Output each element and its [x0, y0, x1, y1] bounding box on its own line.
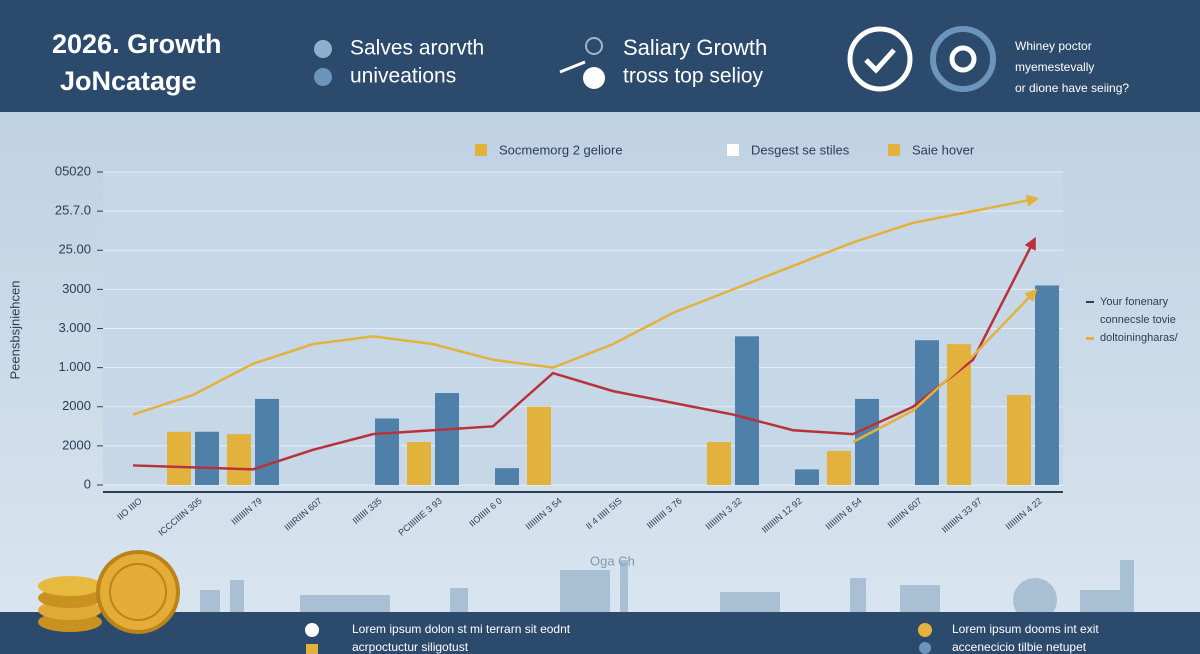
legend-label: Socmemorg 2 geliore [499, 142, 623, 157]
y-tick-label: 0 [84, 476, 91, 491]
header-note: Whiney poctor [1015, 39, 1092, 53]
y-tick-label: 1.000 [58, 359, 91, 374]
annotation: connecsle tovie [1100, 314, 1176, 326]
bar [375, 418, 399, 485]
y-axis-title: Peensbsjniehcen [7, 280, 22, 379]
bar [407, 441, 431, 485]
footer-band [0, 612, 1200, 654]
legend-swatch [888, 144, 900, 156]
bar [1007, 395, 1031, 485]
bullet [306, 644, 318, 654]
line [852, 288, 1038, 444]
dot-icon [314, 40, 332, 58]
legend-label: Desgest se stiles [751, 142, 850, 157]
legend-swatch [727, 144, 739, 156]
check-icon [847, 26, 913, 92]
y-tick-label: 25.7.0 [55, 203, 91, 218]
coins [38, 550, 180, 634]
header-item: univeations [350, 65, 456, 88]
y-tick-label: 3000 [62, 281, 91, 296]
annotation: Your fonenary [1100, 296, 1169, 308]
skyline [200, 560, 1134, 622]
bar [227, 434, 251, 485]
annotation: doltoiningharas/ [1100, 332, 1179, 344]
bullet [918, 623, 932, 637]
annotation-marker [1086, 301, 1094, 303]
header-item: Salves arorvth [350, 37, 484, 60]
footer-text: Lorem ipsum dooms int exit [952, 622, 1099, 636]
title: 2026. Growth [52, 29, 222, 59]
y-tick-label: 3.000 [58, 320, 91, 335]
bar [735, 336, 759, 485]
y-tick-label: 2000 [62, 398, 91, 413]
bar [167, 431, 191, 485]
footer-text: accenecicio tilbie netupet [952, 640, 1087, 654]
node-link [559, 60, 586, 74]
y-tick-label: 05020 [55, 163, 91, 178]
footer-text: acrpoctuctur siligotust [352, 640, 469, 654]
legend-label: Saie hover [912, 142, 975, 157]
bullet [305, 623, 319, 637]
annotation-marker [1086, 337, 1094, 340]
bar [855, 398, 879, 485]
bar [795, 469, 819, 485]
node-icon [585, 37, 603, 55]
bar [195, 431, 219, 485]
skyline-label: Oga Ch [590, 553, 635, 568]
y-tick-label: 25.00 [58, 242, 91, 257]
check-mark [864, 48, 896, 74]
footer-text: Lorem ipsum dolon st mi terrarn sit eodn… [352, 622, 571, 636]
dot-icon [314, 68, 332, 86]
title: JoNcatage [60, 66, 197, 96]
node-icon [583, 67, 605, 89]
y-tick-label: 2000 [62, 437, 91, 452]
bar [1035, 285, 1059, 485]
header-band [0, 0, 1200, 112]
bar [255, 398, 279, 485]
header-item: Saliary Growth [623, 35, 767, 60]
line [132, 236, 1036, 471]
bar [527, 406, 551, 485]
bar [495, 468, 519, 485]
bar [707, 441, 731, 485]
bar [827, 450, 851, 485]
bar [915, 340, 939, 485]
cycle-icon [930, 26, 996, 92]
cycle-icon [949, 45, 977, 73]
bar [435, 393, 459, 485]
header-note: or dione have seiing? [1015, 81, 1129, 95]
header-item: tross top selioy [623, 65, 764, 88]
header-note: myemestevally [1015, 60, 1094, 74]
legend-swatch [475, 144, 487, 156]
line [132, 194, 1040, 416]
bullet [919, 642, 931, 654]
